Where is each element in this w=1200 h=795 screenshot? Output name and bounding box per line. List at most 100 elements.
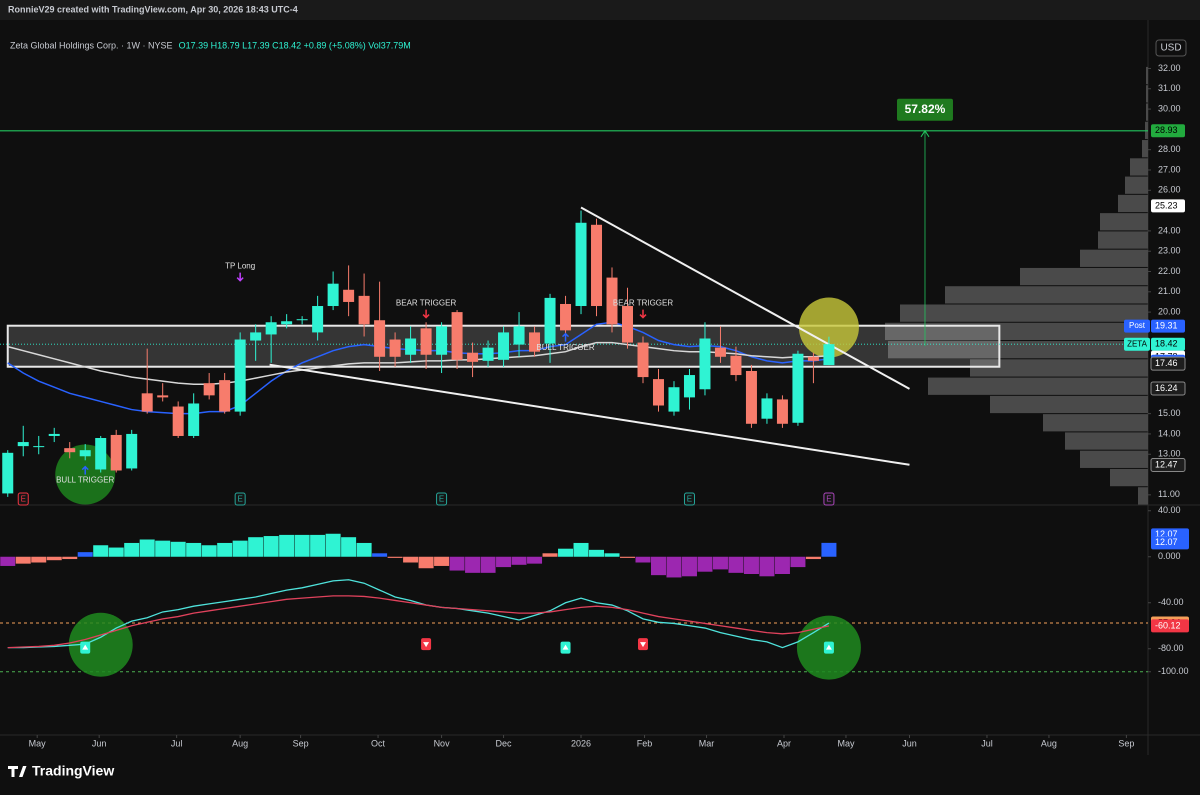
candle-body — [730, 355, 742, 376]
volume-profile-bar — [1020, 267, 1148, 286]
signal-arrow — [639, 642, 646, 648]
histogram-bar — [279, 534, 295, 557]
x-tick-label: Jul — [171, 738, 183, 748]
price-tag-label: 25.23 — [1155, 200, 1178, 210]
histogram-bar — [743, 556, 759, 574]
annotation: BULL TRIGGER — [536, 343, 594, 352]
volume-profile-bar — [1142, 140, 1148, 158]
histogram-bar — [620, 556, 636, 558]
y-tick-label: -40.00 — [1158, 597, 1184, 607]
oscillator-line — [7, 595, 830, 649]
currency: USD — [1160, 43, 1181, 54]
volume-profile-bar — [885, 322, 1148, 341]
price-tag — [1151, 536, 1189, 550]
price-tag — [1150, 458, 1186, 473]
event-box — [436, 492, 448, 506]
price-tag-name-box — [1124, 319, 1150, 333]
candle-body — [296, 319, 308, 321]
histogram-bar — [589, 549, 605, 557]
candle-body — [95, 437, 107, 470]
x-tick-label: Jul — [981, 738, 993, 748]
trend-line — [580, 206, 910, 390]
candle-body — [188, 403, 200, 436]
candle-body — [234, 339, 246, 412]
histogram-bar — [77, 552, 93, 557]
histogram-bar — [790, 556, 806, 568]
histogram-bar — [573, 542, 589, 557]
price-tag-label: -60.12 — [1155, 620, 1181, 630]
target-label: 57.82% — [905, 102, 946, 116]
candle-body — [467, 352, 479, 362]
volume-profile-bar — [1146, 85, 1148, 103]
volume-profile-bar — [900, 304, 1148, 322]
volume-profile-bar — [1043, 414, 1148, 432]
y-tick-label: 28.00 — [1158, 144, 1181, 154]
price-tag-name-box — [1124, 337, 1150, 351]
candle-body — [420, 328, 432, 355]
histogram-bar — [604, 553, 620, 557]
price-tag-label: 12.47 — [1155, 459, 1178, 469]
arrow-head — [920, 129, 930, 138]
candle-body — [792, 353, 804, 423]
x-tick-label: Jun — [902, 738, 917, 748]
highlight-circle — [68, 612, 133, 677]
candle-body — [451, 312, 463, 360]
histogram-bar — [372, 553, 388, 557]
histogram-bar — [774, 556, 790, 574]
volume-profile-bar — [888, 341, 1148, 359]
histogram-bar — [434, 556, 450, 566]
candle-body — [606, 277, 618, 325]
x-tick-label: Dec — [496, 738, 513, 748]
histogram-bar — [635, 556, 651, 563]
histogram-bar — [465, 556, 481, 573]
histogram-bar — [496, 556, 512, 568]
x-tick-label: Apr — [777, 738, 791, 748]
histogram-bar — [558, 548, 574, 557]
trend-line — [269, 363, 910, 466]
volume-profile-bar — [1100, 213, 1148, 231]
annotation: BEAR TRIGGER — [613, 299, 674, 308]
candle-body — [745, 370, 757, 424]
candle-body — [683, 375, 695, 398]
histogram-bar — [356, 542, 372, 557]
histogram-bar — [93, 545, 109, 557]
volume-profile-bar — [1130, 158, 1148, 176]
volume-profile-bar — [1098, 231, 1148, 249]
histogram-bar — [527, 556, 543, 564]
histogram-bar — [263, 536, 279, 557]
price-tag-name: ZETA — [1127, 339, 1148, 348]
histogram-bar — [124, 542, 140, 557]
annotation-arrow — [561, 332, 570, 342]
event-label: E — [439, 495, 444, 504]
volume-profile-bar — [1125, 176, 1148, 194]
signal-arrow — [825, 644, 832, 650]
histogram-bar — [248, 537, 264, 557]
histogram-bar — [650, 556, 666, 576]
candle-body — [141, 393, 153, 412]
candle-body — [219, 380, 231, 412]
histogram-bar — [155, 540, 171, 557]
histogram-bar — [387, 556, 403, 558]
candle-body — [157, 395, 169, 398]
candle-body — [529, 332, 541, 352]
y-tick-label: 21.00 — [1158, 286, 1181, 296]
y-tick-label: 20.00 — [1158, 306, 1181, 316]
candle-body — [637, 342, 649, 378]
histogram-bar — [15, 556, 31, 564]
candle-body — [498, 332, 510, 360]
target-label-box — [896, 98, 953, 121]
histogram-bar — [325, 533, 341, 557]
volume-profile-bar — [1080, 450, 1148, 468]
x-tick-label: Mar — [699, 738, 715, 748]
y-tick-label: -80.00 — [1158, 643, 1184, 653]
signal-arrow — [562, 644, 569, 650]
x-tick-label: May — [29, 738, 47, 748]
annotation-arrow — [81, 465, 89, 475]
moving-average — [7, 341, 829, 385]
price-tag — [1151, 124, 1185, 138]
volume-profile-bar — [970, 359, 1148, 377]
x-tick-label: Aug — [1041, 738, 1057, 748]
y-tick-label: -100.00 — [1158, 666, 1189, 676]
